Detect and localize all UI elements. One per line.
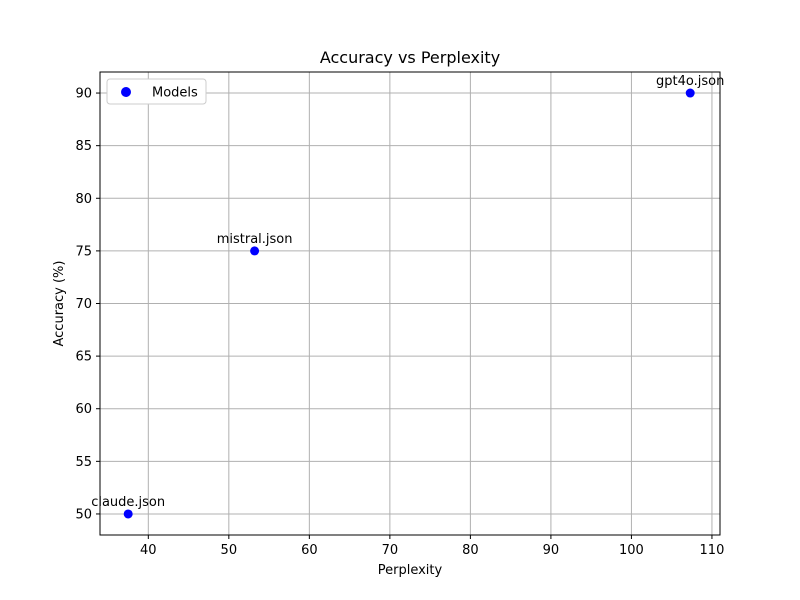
- data-point: [250, 246, 260, 256]
- x-tick-label: 60: [301, 543, 318, 558]
- data-point: [685, 88, 695, 98]
- x-tick-label: 90: [543, 543, 560, 558]
- y-tick-label: 90: [75, 87, 92, 102]
- y-tick-label: 55: [75, 455, 92, 470]
- grid-layer: [100, 72, 720, 535]
- y-tick-label: 65: [75, 350, 92, 365]
- y-tick-label: 85: [75, 139, 92, 154]
- points-layer: claude.json mistral.json gpt4o.json: [91, 74, 724, 519]
- x-axis-label: Perplexity: [378, 563, 443, 578]
- legend-marker: [121, 87, 131, 97]
- x-tick-label: 80: [462, 543, 479, 558]
- legend-entry-label: Models: [152, 86, 198, 101]
- data-point-label: mistral.json: [217, 232, 293, 247]
- y-tick-label: 60: [75, 402, 92, 417]
- y-tick-label: 50: [75, 507, 92, 522]
- legend-box: [106, 78, 207, 105]
- x-tick-label: 110: [700, 543, 725, 558]
- data-point: [123, 509, 133, 519]
- ticks-layer: 40 50 60 70 80 90 100 110 50 55 60 65 70 75 80 85 90: [75, 87, 724, 558]
- legend: Models: [106, 78, 207, 105]
- y-tick-label: 80: [75, 192, 92, 207]
- x-tick-label: 100: [619, 543, 644, 558]
- y-axis-label: Accuracy (%): [52, 261, 67, 347]
- x-tick-label: 70: [382, 543, 399, 558]
- y-tick-label: 70: [75, 297, 92, 312]
- data-point-label: gpt4o.json: [656, 74, 724, 89]
- chart-title: Accuracy vs Perplexity: [320, 48, 500, 67]
- y-tick-label: 75: [75, 244, 92, 259]
- x-tick-label: 40: [140, 543, 157, 558]
- x-tick-label: 50: [221, 543, 238, 558]
- data-point-label: claude.json: [91, 495, 165, 510]
